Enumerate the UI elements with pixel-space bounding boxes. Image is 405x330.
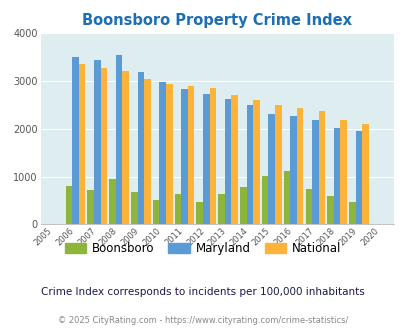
Bar	[144, 80, 150, 224]
Bar	[355, 131, 361, 224]
Bar	[246, 105, 253, 224]
Bar	[87, 190, 94, 224]
Bar	[326, 196, 333, 224]
Bar	[274, 105, 281, 224]
Bar	[224, 99, 231, 224]
Text: © 2025 CityRating.com - https://www.cityrating.com/crime-statistics/: © 2025 CityRating.com - https://www.city…	[58, 315, 347, 325]
Bar	[202, 94, 209, 224]
Bar	[174, 194, 181, 224]
Title: Boonsboro Property Crime Index: Boonsboro Property Crime Index	[82, 13, 352, 28]
Bar	[268, 115, 274, 224]
Bar	[361, 124, 368, 224]
Bar	[181, 88, 187, 224]
Text: Crime Index corresponds to incidents per 100,000 inhabitants: Crime Index corresponds to incidents per…	[41, 287, 364, 297]
Bar	[261, 176, 268, 224]
Bar	[339, 120, 346, 224]
Bar	[296, 108, 303, 224]
Bar	[115, 55, 122, 224]
Bar	[131, 192, 137, 224]
Bar	[209, 87, 215, 224]
Bar	[239, 187, 246, 224]
Bar	[348, 202, 355, 224]
Bar	[333, 128, 339, 224]
Bar	[318, 111, 324, 224]
Bar	[283, 171, 290, 224]
Bar	[153, 200, 159, 224]
Bar	[290, 116, 296, 224]
Bar	[66, 186, 72, 224]
Bar	[305, 188, 311, 224]
Bar	[159, 82, 166, 224]
Bar	[122, 71, 129, 224]
Bar	[253, 100, 259, 224]
Bar	[100, 68, 107, 224]
Bar	[187, 86, 194, 224]
Bar	[79, 64, 85, 224]
Bar	[72, 57, 79, 224]
Bar	[231, 95, 237, 224]
Bar	[137, 72, 144, 224]
Bar	[218, 194, 224, 224]
Bar	[109, 179, 115, 224]
Bar	[196, 202, 202, 224]
Bar	[94, 60, 100, 224]
Bar	[166, 84, 172, 224]
Legend: Boonsboro, Maryland, National: Boonsboro, Maryland, National	[60, 237, 345, 260]
Bar	[311, 120, 318, 224]
